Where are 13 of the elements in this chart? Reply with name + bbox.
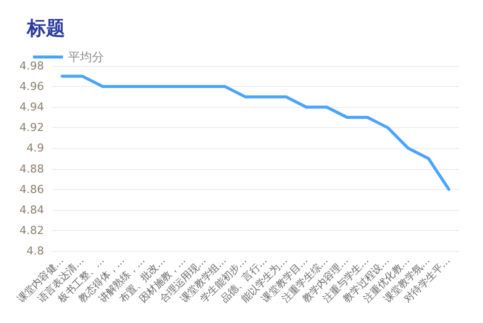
- legend-label: 平均分: [68, 50, 104, 64]
- y-tick-label: 4.98: [20, 60, 44, 72]
- y-tick-label: 4.88: [20, 162, 44, 176]
- y-tick-label: 4.8: [26, 244, 44, 258]
- y-tick-label: 4.86: [20, 182, 44, 196]
- y-tick-label: 4.94: [20, 100, 44, 114]
- y-tick-label: 4.84: [20, 203, 44, 216]
- y-tick-label: 4.82: [20, 224, 44, 237]
- y-tick-label: 4.9: [26, 142, 44, 155]
- y-tick-label: 4.92: [20, 121, 44, 134]
- chart-title: 标题: [26, 18, 65, 40]
- y-tick-label: 4.96: [20, 80, 44, 94]
- line-series: [60, 74, 450, 191]
